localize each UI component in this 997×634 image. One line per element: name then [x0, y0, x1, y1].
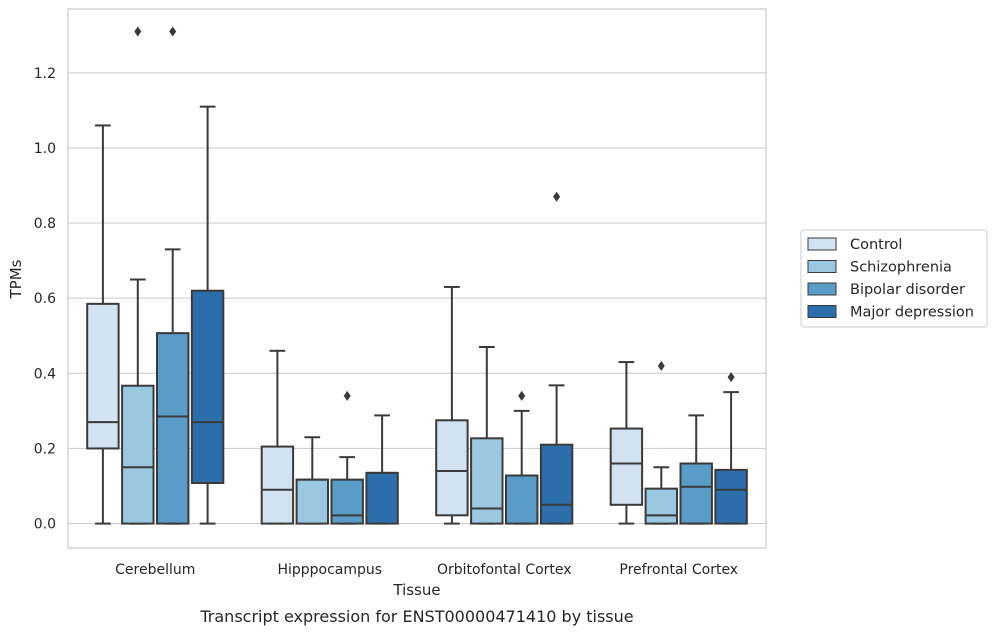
- legend-swatch: [807, 260, 837, 273]
- legend-swatch: [807, 282, 837, 296]
- box: [609, 361, 644, 525]
- box: [644, 360, 679, 525]
- y-tick-label: 0.8: [34, 216, 56, 232]
- outlier-point: [169, 26, 177, 37]
- x-tick-label: Orbitofontal Cortex: [437, 562, 572, 578]
- box-body: [435, 419, 469, 517]
- box-body: [365, 471, 399, 525]
- legend-items: Control Schizophrenia Bipolar disorder Majo…: [807, 237, 974, 321]
- y-tick-label: 1.2: [34, 66, 56, 82]
- box: [190, 105, 225, 525]
- legend-label: Major depression: [850, 305, 974, 321]
- box: [504, 390, 539, 525]
- box: [121, 26, 155, 525]
- box-series: [86, 26, 748, 525]
- outlier-point: [657, 360, 665, 371]
- plot-frame: [67, 8, 767, 549]
- box: [470, 346, 504, 525]
- box: [330, 390, 364, 525]
- box-body: [86, 302, 120, 450]
- y-axis-title: TPMs: [7, 259, 25, 299]
- legend-swatch: [807, 305, 837, 318]
- box: [679, 414, 713, 525]
- box-body: [714, 468, 748, 525]
- y-tick-label: 0.4: [34, 366, 56, 382]
- x-tick-labels: Cerebellum Hipppocampus Orbitofontal Corte…: [115, 562, 738, 578]
- legend-label: Control: [850, 237, 902, 253]
- y-tick-label: 0.0: [34, 517, 56, 533]
- box: [714, 372, 748, 525]
- box-body: [330, 478, 364, 525]
- legend-swatch: [807, 237, 837, 251]
- outlier-point: [518, 390, 526, 401]
- box: [260, 349, 295, 525]
- y-tick-label: 0.6: [34, 291, 56, 307]
- box-body: [470, 437, 504, 525]
- legend: Control Schizophrenia Bipolar disorder Majo…: [800, 229, 988, 328]
- box: [435, 285, 469, 525]
- box-body: [679, 462, 713, 525]
- x-tick-label: Hipppocampus: [277, 562, 382, 578]
- outlier-point: [553, 191, 561, 202]
- box-body: [190, 289, 225, 485]
- y-tick-label: 1.0: [34, 141, 56, 157]
- box: [295, 436, 330, 525]
- box-body: [155, 332, 190, 525]
- box: [365, 414, 399, 525]
- box-body: [539, 443, 574, 525]
- x-tick-label: Cerebellum: [115, 562, 195, 578]
- box-body: [644, 487, 679, 525]
- legend-label: Schizophrenia: [850, 260, 952, 276]
- outlier-point: [134, 26, 142, 37]
- legend-frame: [800, 229, 988, 328]
- box-body: [609, 427, 644, 506]
- legend-label: Bipolar disorder: [850, 282, 965, 298]
- box: [155, 26, 190, 525]
- y-tick-labels: 0.0 0.2 0.4 0.6 0.8 1.0 1.2: [34, 66, 56, 533]
- x-tick-label: Prefrontal Cortex: [619, 562, 738, 578]
- x-axis-title: Tissue: [392, 581, 440, 599]
- box-body: [504, 474, 539, 525]
- outlier-point: [727, 372, 735, 383]
- box-body: [121, 384, 155, 525]
- box-body: [260, 445, 295, 525]
- outlier-point: [343, 390, 351, 401]
- box-body: [295, 478, 330, 525]
- y-tick-label: 0.2: [34, 441, 56, 457]
- box: [86, 124, 120, 525]
- figure-caption: Transcript expression for ENST0000047141…: [199, 607, 633, 626]
- box: [539, 191, 574, 525]
